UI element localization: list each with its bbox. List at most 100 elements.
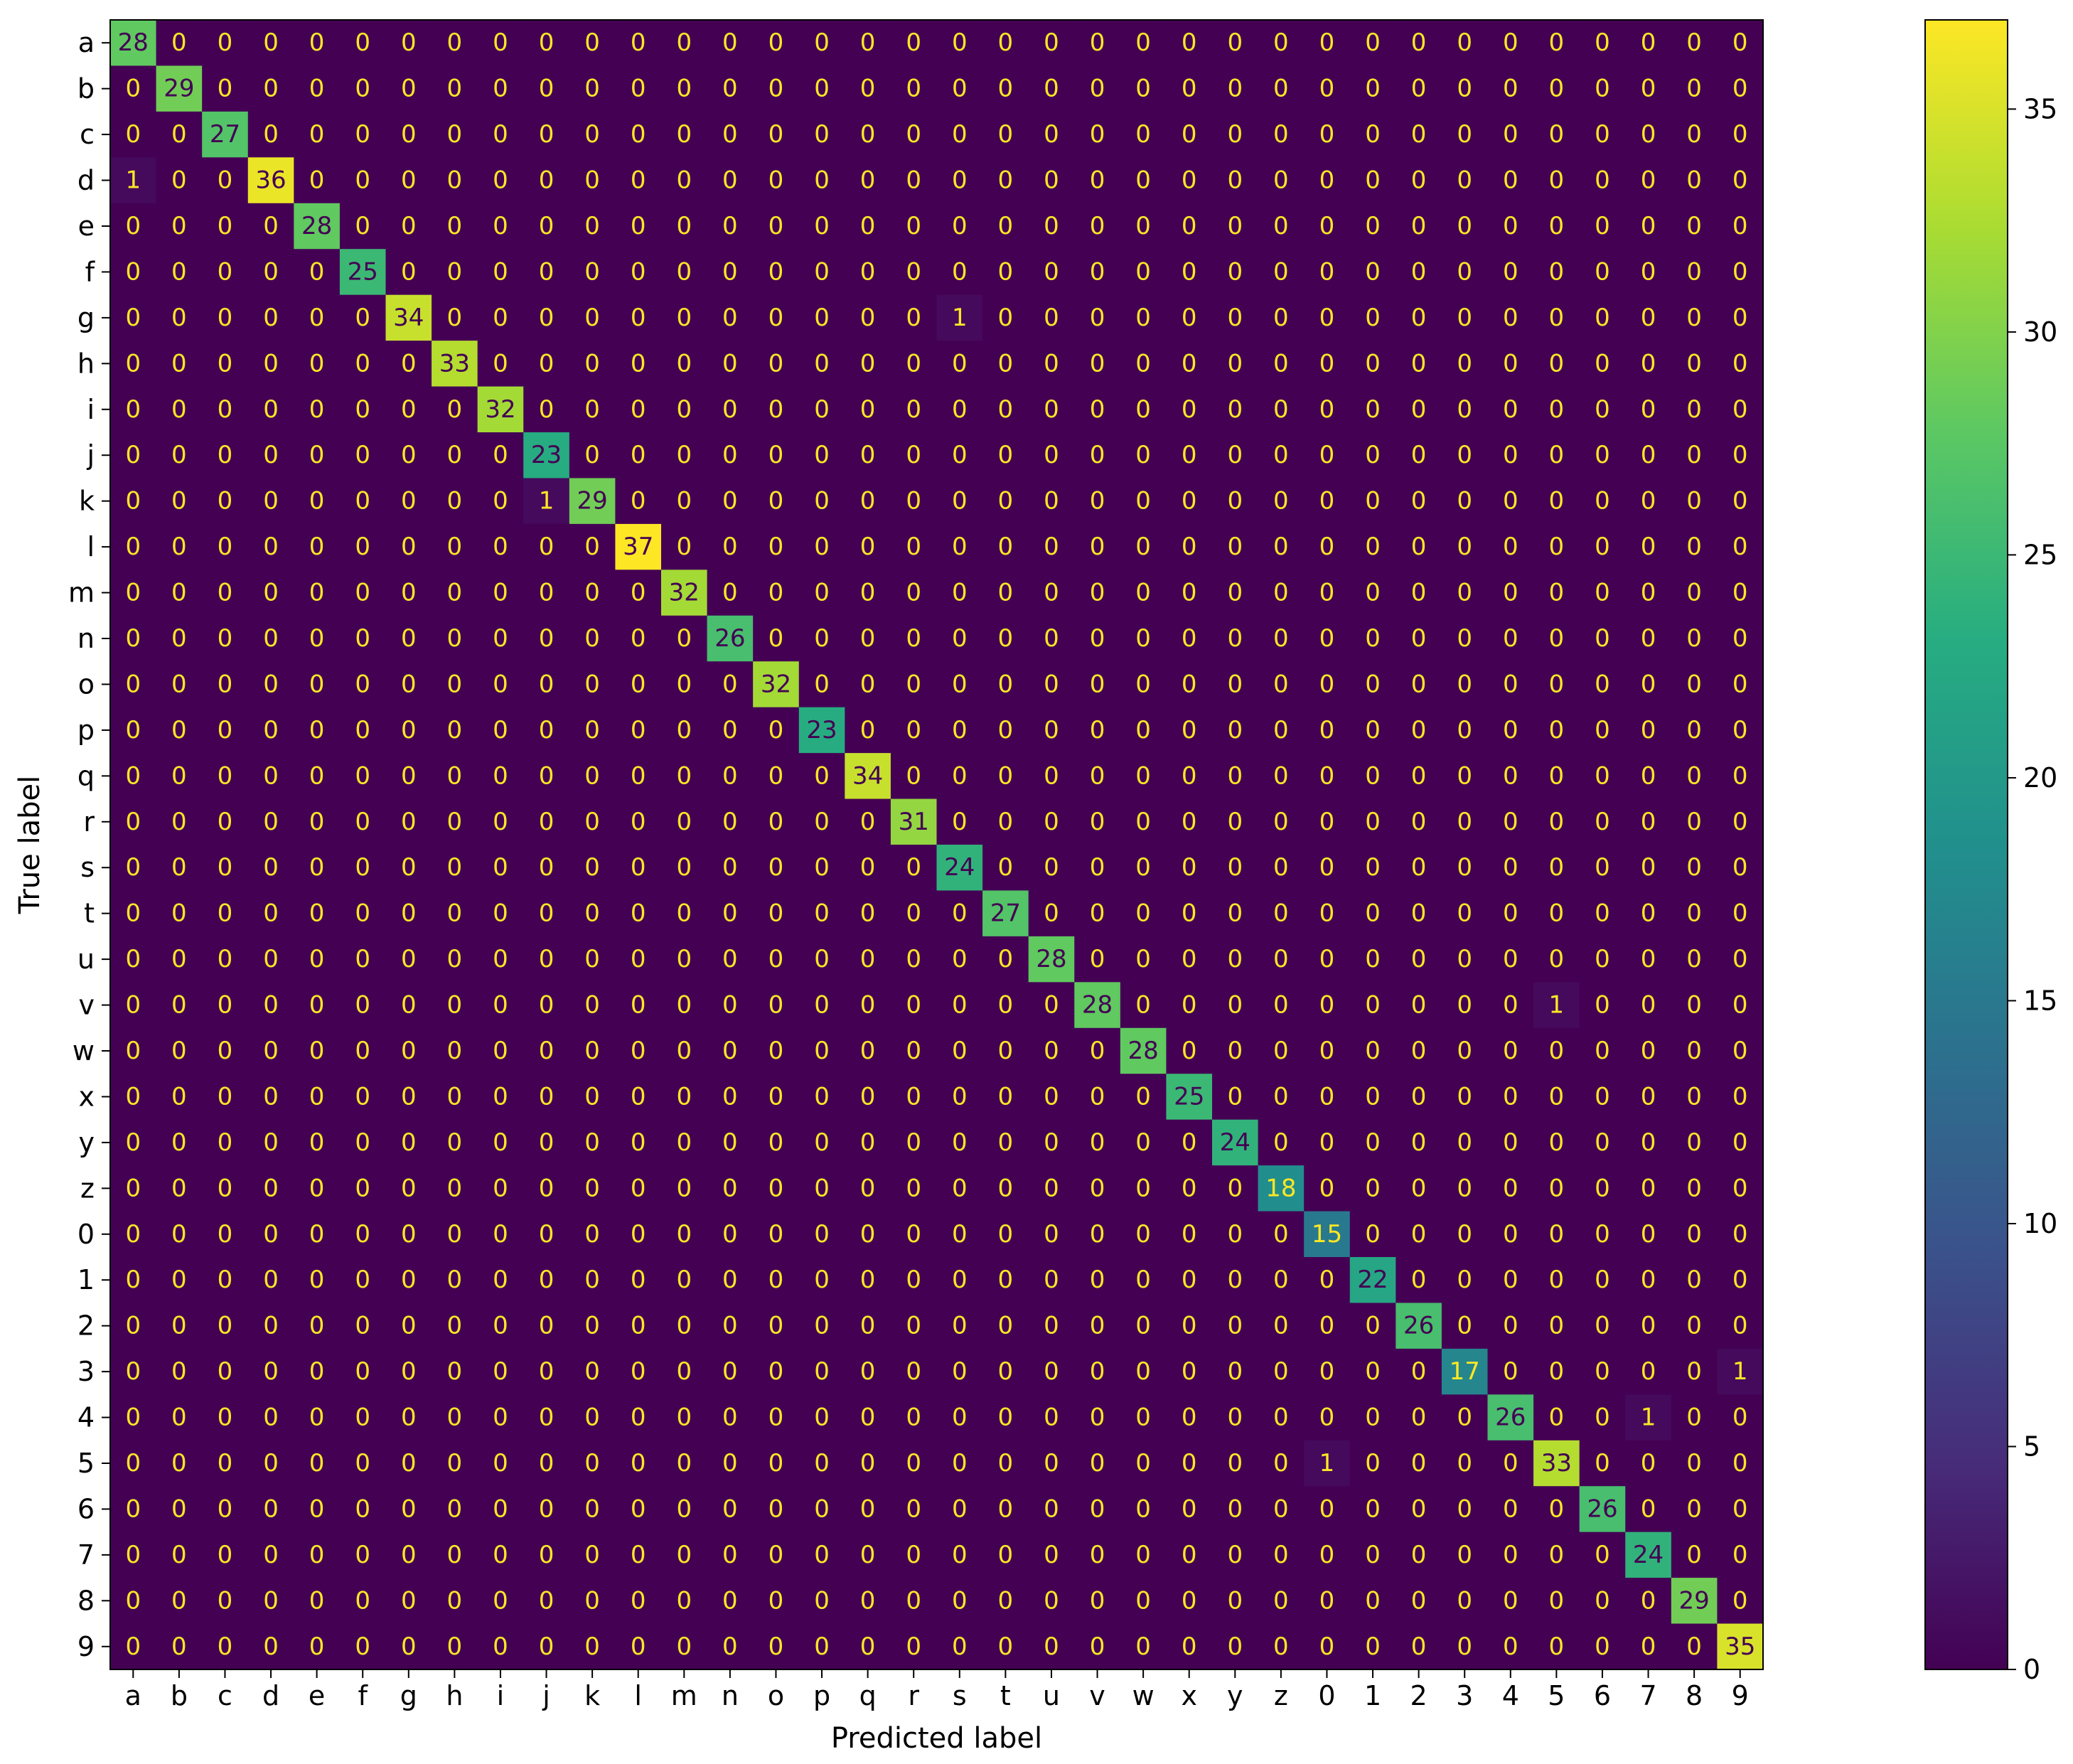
cell-m-q — [845, 570, 891, 616]
cell-value: 0 — [1090, 533, 1105, 561]
cell-l-4 — [1487, 523, 1534, 570]
cell-s-1 — [1349, 845, 1396, 892]
cell-value: 0 — [218, 1632, 233, 1661]
cell-value: 0 — [998, 853, 1014, 882]
cell-value: 0 — [860, 853, 876, 882]
cell-value: 0 — [171, 28, 187, 57]
cell-value: 0 — [1503, 991, 1518, 1020]
cell-y-4 — [1487, 1119, 1534, 1166]
cell-0-0 — [1304, 1211, 1351, 1258]
cell-value: 0 — [1641, 991, 1656, 1020]
cell-value: 0 — [171, 487, 187, 515]
cell-7-z — [1258, 1532, 1305, 1578]
cell-9-c — [202, 1623, 249, 1670]
cell-value: 0 — [1044, 1220, 1059, 1249]
cell-z-d — [247, 1165, 294, 1212]
cell-value: 0 — [447, 808, 463, 836]
cell-3-s — [936, 1348, 983, 1395]
cell-value: 0 — [1457, 1266, 1472, 1294]
cell-q-f — [339, 753, 387, 800]
cell-4-3 — [1441, 1394, 1489, 1441]
cell-value: 0 — [355, 1220, 370, 1249]
cell-value: 0 — [218, 304, 233, 332]
cell-r-u — [1028, 798, 1075, 845]
cell-u-b — [156, 936, 203, 983]
cell-value: 0 — [1135, 761, 1151, 790]
cell-value: 0 — [860, 349, 876, 378]
cell-value: 0 — [171, 761, 187, 790]
cell-value: 0 — [401, 1632, 417, 1661]
cell-b-5 — [1533, 65, 1580, 112]
cell-o-g — [385, 661, 432, 708]
cell-value: 0 — [952, 257, 968, 286]
x-tick-label: r — [908, 1680, 919, 1711]
cell-3-d — [247, 1348, 294, 1395]
cell-value: 0 — [263, 395, 279, 424]
cell-m-w — [1120, 570, 1167, 616]
cell-value: 0 — [1182, 120, 1197, 149]
cell-r-r — [890, 798, 938, 845]
cell-m-l — [615, 570, 662, 616]
cell-value: 0 — [952, 1174, 968, 1202]
cell-value: 0 — [493, 533, 508, 561]
cell-value: 0 — [1227, 1404, 1243, 1432]
cell-7-w — [1120, 1532, 1167, 1578]
cell-9-g — [385, 1623, 432, 1670]
cell-value: 0 — [401, 487, 417, 515]
cell-a-3 — [1441, 20, 1489, 67]
x-tick-label: v — [1089, 1680, 1105, 1711]
cell-value: 0 — [676, 166, 692, 195]
cell-8-7 — [1625, 1578, 1672, 1625]
cell-j-s — [936, 432, 983, 479]
cell-4-f — [339, 1394, 387, 1441]
cell-k-4 — [1487, 478, 1534, 525]
cell-value: 0 — [493, 1174, 508, 1202]
cell-7-t — [982, 1532, 1029, 1578]
cell-value: 33 — [1541, 1449, 1572, 1477]
cell-o-9 — [1717, 661, 1764, 708]
cell-1-f — [339, 1257, 387, 1304]
cell-3-l — [615, 1348, 662, 1395]
cell-2-e — [294, 1303, 341, 1349]
cell-j-0 — [1304, 432, 1351, 479]
cell-x-5 — [1533, 1074, 1580, 1121]
cell-c-c — [202, 111, 249, 158]
cell-9-p — [798, 1623, 845, 1670]
cell-value: 0 — [1090, 120, 1105, 149]
cell-g-p — [798, 294, 845, 341]
cell-k-e — [294, 478, 341, 525]
cell-value: 0 — [125, 1357, 141, 1386]
cell-value: 0 — [584, 624, 600, 653]
cell-value: 0 — [1227, 1449, 1243, 1477]
colorbar-tick-label: 35 — [2023, 93, 2057, 124]
cell-value: 0 — [1365, 1357, 1381, 1386]
cell-i-u — [1028, 386, 1075, 433]
cell-u-3 — [1441, 936, 1489, 983]
cell-p-7 — [1625, 707, 1672, 754]
cell-value: 0 — [1273, 1266, 1289, 1294]
cell-d-g — [385, 157, 432, 204]
cell-value: 0 — [1319, 533, 1335, 561]
cell-b-z — [1258, 65, 1305, 112]
cell-w-t — [982, 1027, 1029, 1074]
cell-value: 0 — [814, 1082, 830, 1111]
cell-j-z — [1258, 432, 1305, 479]
cell-value: 0 — [676, 395, 692, 424]
cell-z-l — [615, 1165, 662, 1212]
cell-4-x — [1166, 1394, 1213, 1441]
cell-value: 0 — [125, 579, 141, 607]
cell-value: 0 — [998, 1586, 1014, 1615]
cell-value: 0 — [1365, 212, 1381, 240]
cell-l-8 — [1671, 523, 1718, 570]
cell-h-y — [1212, 341, 1259, 387]
cell-0-f — [339, 1211, 387, 1258]
cell-i-h — [432, 386, 478, 433]
cell-value: 0 — [1182, 166, 1197, 195]
cell-value: 0 — [1641, 212, 1656, 240]
cell-value: 0 — [1365, 899, 1381, 928]
cell-value: 0 — [309, 487, 325, 515]
cell-9-5 — [1533, 1623, 1580, 1670]
cell-value: 0 — [860, 1449, 876, 1477]
cell-6-9 — [1717, 1486, 1764, 1533]
cell-value: 0 — [1595, 1632, 1610, 1661]
